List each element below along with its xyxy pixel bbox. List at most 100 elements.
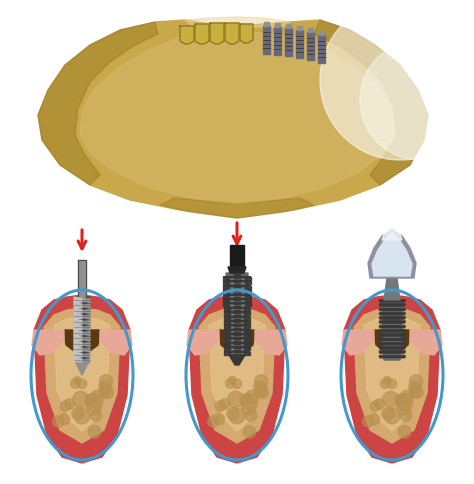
Polygon shape — [344, 295, 440, 463]
Polygon shape — [209, 317, 265, 431]
Polygon shape — [185, 17, 290, 28]
Polygon shape — [379, 348, 405, 349]
Circle shape — [240, 394, 252, 406]
Polygon shape — [319, 31, 324, 35]
Circle shape — [59, 414, 70, 425]
Circle shape — [409, 381, 421, 393]
Polygon shape — [195, 24, 209, 44]
Circle shape — [242, 401, 256, 415]
Polygon shape — [74, 297, 90, 363]
Polygon shape — [44, 308, 120, 443]
Polygon shape — [74, 324, 82, 330]
Polygon shape — [74, 335, 82, 341]
Circle shape — [381, 379, 390, 388]
Polygon shape — [384, 278, 400, 300]
Circle shape — [86, 393, 103, 410]
Polygon shape — [225, 23, 239, 44]
Polygon shape — [245, 290, 251, 293]
Circle shape — [382, 408, 394, 420]
Polygon shape — [245, 281, 251, 285]
Polygon shape — [34, 295, 130, 463]
Polygon shape — [354, 308, 430, 443]
Polygon shape — [342, 330, 374, 355]
Polygon shape — [224, 338, 230, 342]
Polygon shape — [224, 351, 230, 355]
Polygon shape — [223, 299, 229, 302]
Polygon shape — [245, 286, 251, 289]
Polygon shape — [82, 310, 90, 314]
Polygon shape — [74, 347, 82, 352]
Circle shape — [60, 401, 71, 411]
Polygon shape — [379, 304, 405, 306]
Polygon shape — [82, 320, 90, 324]
Polygon shape — [187, 330, 219, 355]
Polygon shape — [226, 273, 248, 355]
Circle shape — [243, 425, 256, 438]
Circle shape — [87, 401, 101, 415]
Circle shape — [90, 409, 102, 421]
Circle shape — [73, 392, 89, 408]
Circle shape — [254, 381, 266, 393]
Polygon shape — [76, 363, 88, 375]
Polygon shape — [74, 302, 82, 308]
Polygon shape — [379, 339, 405, 341]
Circle shape — [101, 386, 113, 398]
Polygon shape — [82, 332, 90, 335]
Circle shape — [387, 379, 397, 389]
Circle shape — [411, 386, 423, 398]
Polygon shape — [410, 330, 442, 355]
Polygon shape — [245, 299, 251, 302]
Circle shape — [91, 390, 103, 403]
Polygon shape — [379, 334, 405, 336]
Polygon shape — [223, 295, 229, 298]
Polygon shape — [224, 312, 229, 315]
Circle shape — [77, 379, 87, 389]
Polygon shape — [244, 338, 250, 342]
Polygon shape — [82, 348, 90, 352]
Circle shape — [370, 401, 381, 411]
Circle shape — [99, 386, 110, 397]
Polygon shape — [54, 317, 110, 431]
Polygon shape — [32, 330, 64, 355]
Polygon shape — [82, 299, 90, 302]
Polygon shape — [240, 24, 253, 43]
Polygon shape — [224, 334, 230, 337]
Circle shape — [401, 390, 413, 403]
Circle shape — [208, 416, 219, 427]
Polygon shape — [160, 198, 314, 218]
Polygon shape — [210, 23, 224, 44]
Circle shape — [395, 394, 407, 406]
Circle shape — [241, 393, 258, 410]
Polygon shape — [364, 317, 420, 431]
Polygon shape — [264, 22, 269, 26]
Polygon shape — [245, 277, 251, 280]
Circle shape — [396, 393, 413, 410]
Circle shape — [383, 377, 391, 384]
Circle shape — [72, 408, 84, 420]
Polygon shape — [372, 232, 412, 276]
Polygon shape — [286, 24, 291, 28]
Polygon shape — [230, 245, 244, 267]
Polygon shape — [244, 317, 250, 319]
Circle shape — [320, 0, 474, 160]
Circle shape — [398, 425, 411, 438]
Polygon shape — [244, 321, 250, 324]
Polygon shape — [263, 26, 270, 54]
Polygon shape — [223, 286, 229, 289]
Polygon shape — [382, 300, 402, 360]
Polygon shape — [379, 326, 405, 328]
Polygon shape — [224, 330, 230, 333]
Polygon shape — [180, 26, 194, 44]
Polygon shape — [80, 32, 394, 205]
Circle shape — [232, 379, 242, 389]
Circle shape — [85, 394, 97, 406]
Polygon shape — [275, 23, 280, 27]
Polygon shape — [74, 308, 82, 314]
Circle shape — [397, 401, 411, 415]
Polygon shape — [379, 309, 405, 311]
Polygon shape — [224, 317, 230, 319]
Polygon shape — [74, 319, 82, 324]
Polygon shape — [244, 334, 250, 337]
Polygon shape — [245, 303, 251, 306]
Circle shape — [100, 375, 113, 388]
